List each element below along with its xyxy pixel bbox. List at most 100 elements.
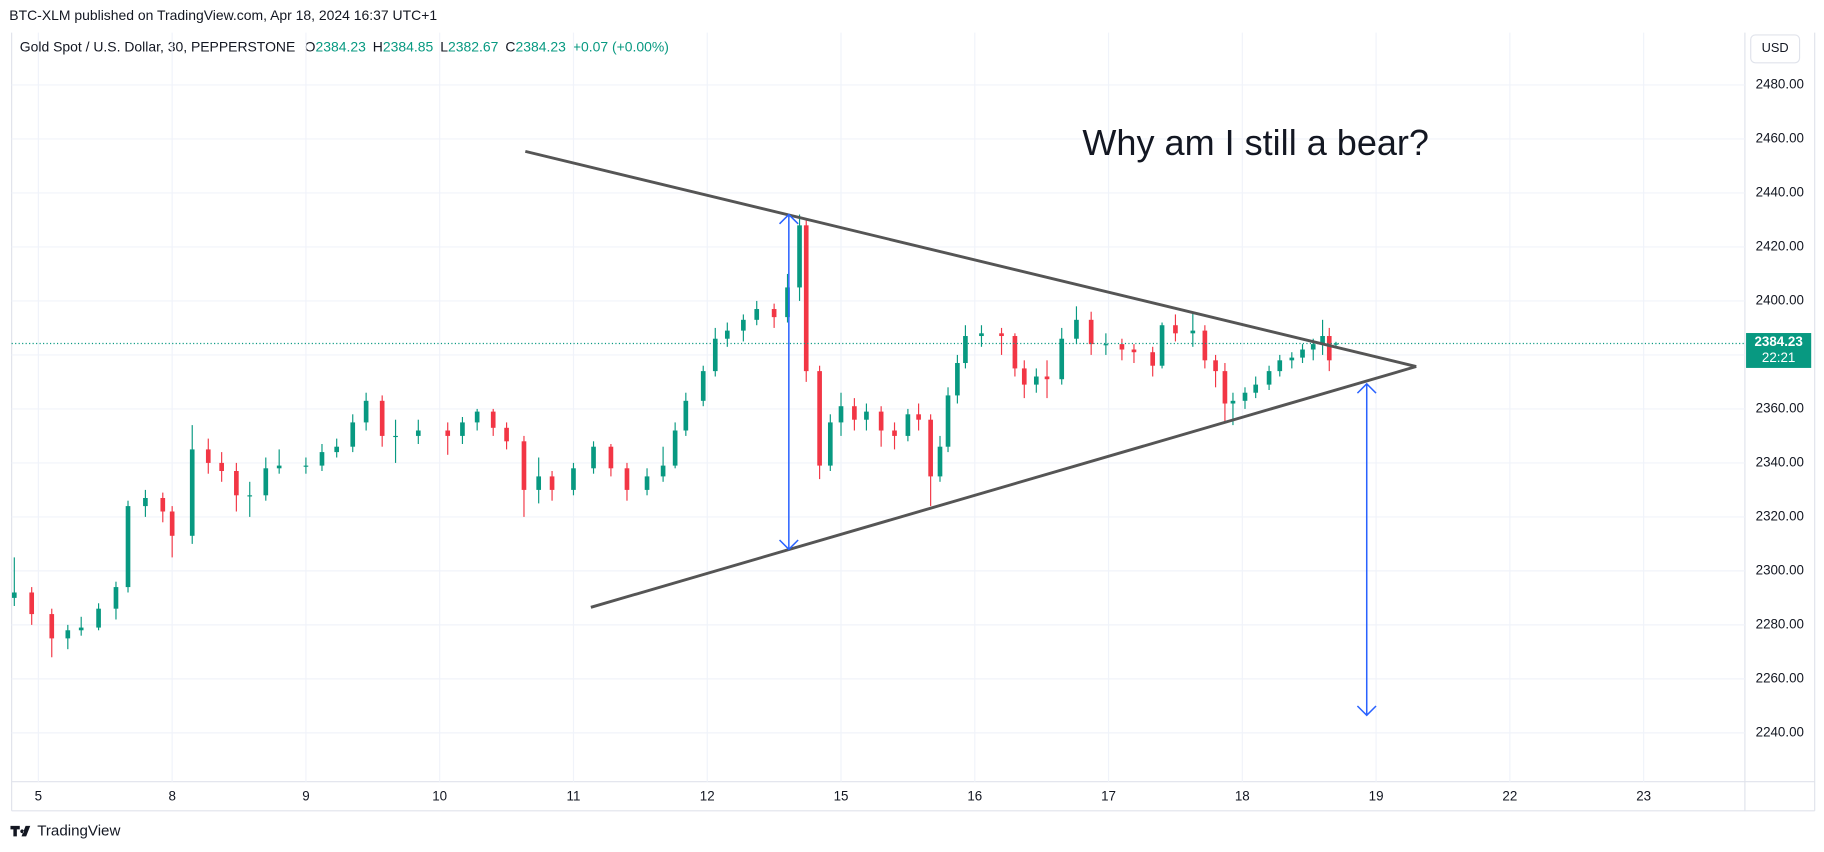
candle-body [712, 338, 718, 372]
candle-body [1242, 392, 1248, 401]
y-tick-label: 2340.00 [1756, 454, 1804, 469]
candle-body [797, 225, 802, 288]
candle-body [608, 446, 614, 469]
arrow-head [1356, 382, 1377, 394]
currency-label[interactable]: USD [1762, 40, 1789, 55]
arrow-head [778, 213, 799, 225]
arrow-head [1356, 705, 1377, 717]
candle-body [247, 495, 253, 497]
candle-body [1277, 360, 1283, 372]
candle-body [1119, 344, 1125, 350]
candle-body [1012, 336, 1018, 369]
x-tick-label: 18 [1235, 788, 1250, 803]
candle-body [955, 363, 960, 396]
candle-body [96, 608, 101, 628]
candle-body [1074, 319, 1079, 339]
candle-body [827, 422, 833, 466]
candle-body [999, 333, 1004, 337]
candle-body [1289, 357, 1295, 361]
ohlc-value: 2384.23 [315, 38, 366, 54]
y-tick-label: 2420.00 [1756, 238, 1804, 253]
candle-body [785, 287, 790, 318]
x-tick-label: 15 [834, 788, 849, 803]
candle-body [11, 592, 17, 598]
candle-body [905, 414, 911, 436]
candle-body [771, 309, 777, 318]
candle-body [49, 614, 55, 639]
annotation: Why am I still a bear? [1082, 122, 1429, 163]
candle-body [219, 462, 224, 472]
tradingview-logo [10, 825, 31, 837]
candle-body [672, 430, 678, 466]
candle-body [234, 471, 239, 496]
candle-body [474, 411, 480, 423]
candle-body [1021, 368, 1027, 385]
candle-body [916, 414, 921, 420]
candle-body [1222, 371, 1228, 404]
arrow-head [778, 539, 799, 551]
candle-body [945, 395, 951, 447]
ohlc-value: 2382.67 [448, 38, 499, 54]
candle-body [817, 371, 822, 466]
candle-body [189, 449, 195, 536]
y-tick-label: 2240.00 [1756, 724, 1804, 739]
candle-body [803, 225, 809, 372]
x-tick-label: 11 [567, 788, 581, 803]
y-tick-label: 2300.00 [1756, 562, 1804, 577]
candle-body [571, 468, 576, 490]
last-price-box [1746, 333, 1812, 368]
candle-body [979, 333, 984, 337]
y-tick-label: 2480.00 [1756, 76, 1804, 91]
x-tick-label: 19 [1369, 788, 1384, 803]
candle-body [624, 468, 630, 490]
candle-body [683, 400, 689, 431]
candle-body [1300, 349, 1305, 358]
candle-body [379, 400, 385, 436]
candle-body [1059, 338, 1065, 380]
candle-body [263, 468, 269, 496]
candle-body [1310, 344, 1316, 350]
candle-body [65, 630, 71, 639]
candle-body [1230, 400, 1236, 404]
candle-body [1150, 352, 1156, 366]
candle-body [363, 400, 369, 423]
x-tick-label: 16 [967, 788, 982, 803]
grid [11, 32, 1745, 782]
x-tick-label: 23 [1636, 788, 1651, 803]
y-tick-label: 2440.00 [1756, 184, 1804, 199]
candle-body [1253, 384, 1259, 393]
trend-line [524, 149, 1417, 368]
ohlc-label: H [373, 38, 383, 54]
candles [11, 214, 1339, 658]
candle-body [724, 330, 730, 339]
currency-button[interactable] [1750, 34, 1801, 64]
brand: TradingView [37, 823, 120, 840]
ohlc-value: 2384.23 [515, 38, 566, 54]
candle-body [276, 465, 282, 469]
symbol-title: Gold Spot / U.S. Dollar, 30, PEPPERSTONE [20, 38, 296, 54]
ohlc-label: L [440, 38, 448, 54]
candle-body [350, 422, 356, 447]
candle-body [1266, 371, 1272, 385]
candle-body [660, 465, 666, 477]
candle-body [125, 506, 131, 588]
candle-body [741, 319, 746, 331]
candle-body [1202, 330, 1208, 361]
candle-body [113, 587, 119, 609]
y-tick-label: 2360.00 [1756, 400, 1804, 415]
measure-arrow [1356, 382, 1377, 717]
candle-body [169, 511, 175, 536]
y-tick-label: 2280.00 [1756, 616, 1804, 631]
candle-body [1033, 376, 1039, 385]
published-note: BTC-XLM published on TradingView.com, Ap… [9, 7, 437, 23]
trend-line [590, 365, 1417, 609]
candle-body [78, 627, 84, 631]
change-value: +0.07 (+0.00%) [573, 38, 669, 54]
candle-body [303, 465, 309, 467]
candle-body [591, 446, 596, 469]
candle-body [143, 497, 148, 507]
ohlc-label: O [305, 38, 316, 54]
candle-body [1088, 319, 1094, 345]
